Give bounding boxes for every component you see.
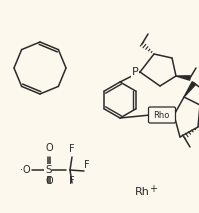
Polygon shape [176,76,190,80]
Text: F: F [69,176,75,186]
Text: ·O: ·O [20,165,31,175]
Polygon shape [184,82,196,97]
Text: Rho: Rho [153,111,169,121]
Text: F: F [84,160,90,170]
Text: Rh: Rh [135,187,150,197]
Text: O: O [45,176,53,186]
Text: F: F [69,144,75,154]
Text: S: S [45,165,52,175]
Text: +: + [149,184,157,194]
Text: O: O [45,143,53,153]
FancyBboxPatch shape [148,107,176,123]
Text: P: P [132,67,139,77]
